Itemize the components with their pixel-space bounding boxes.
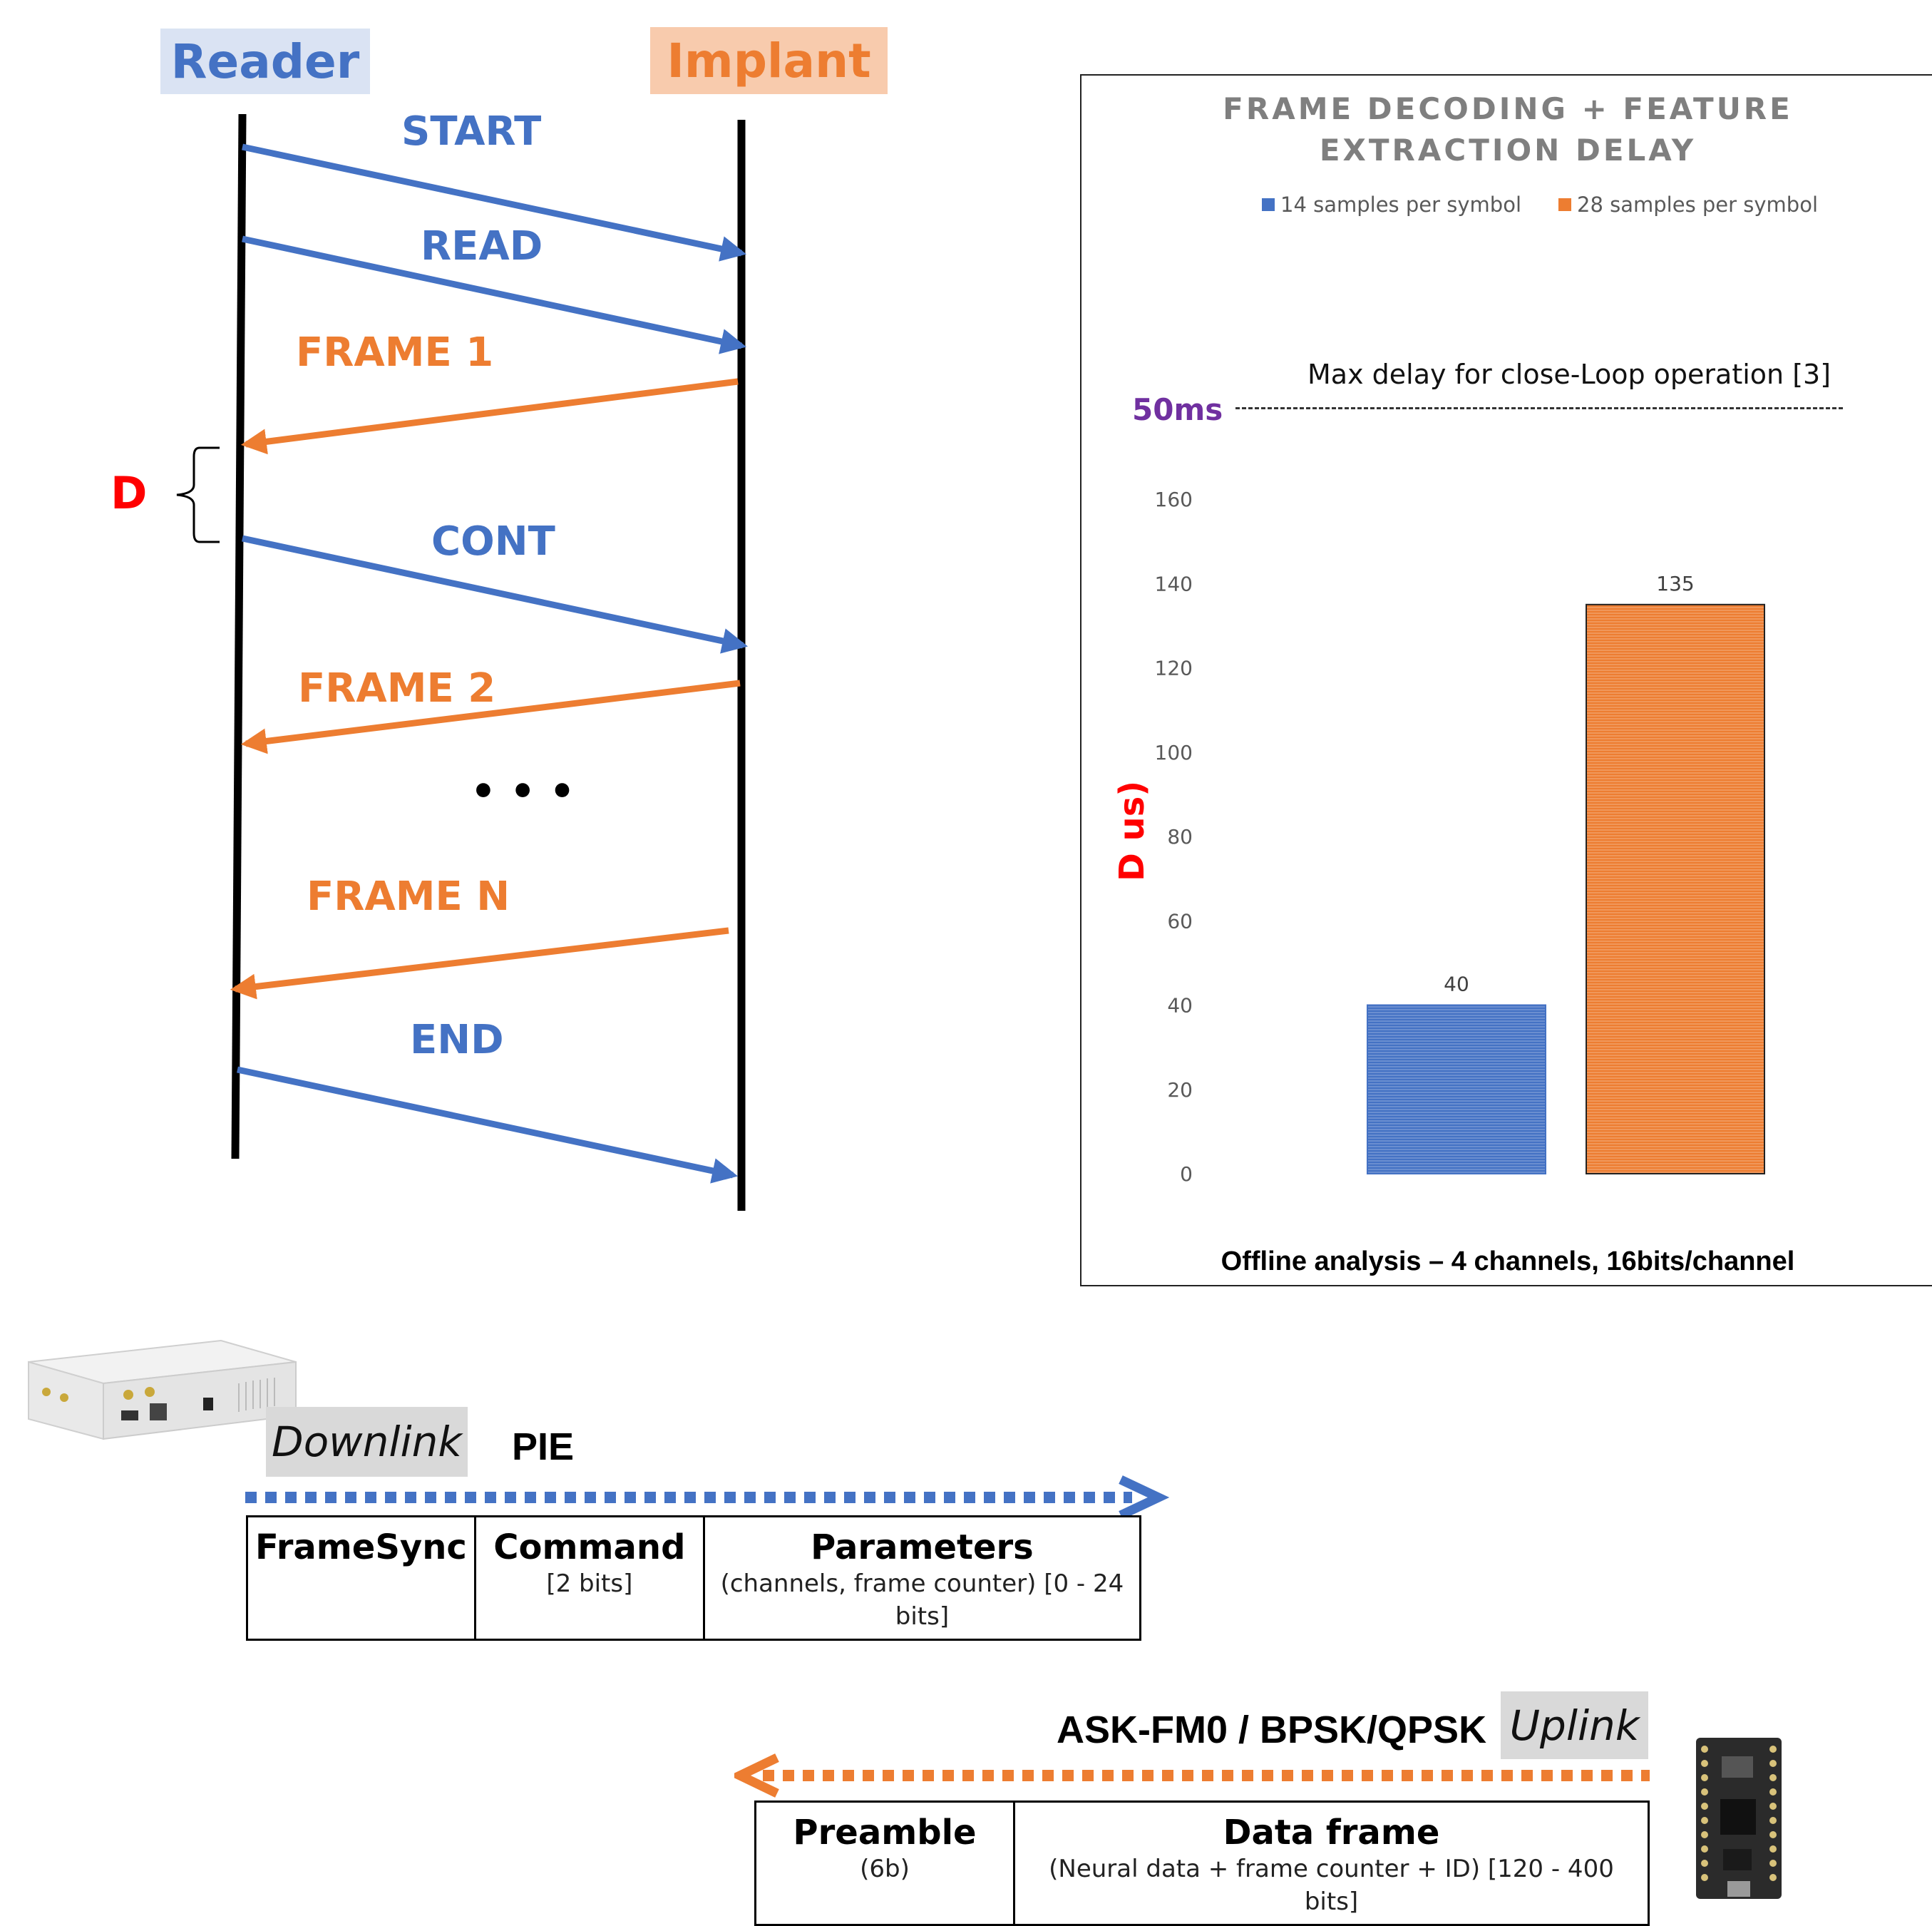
frame1-arrow (240, 378, 739, 455)
legend-swatch-14 (1262, 198, 1275, 211)
field-data-frame-name: Data frame (1223, 1813, 1440, 1853)
y-tick-label: 40 (1167, 994, 1193, 1018)
msg-frame1: FRAME 1 (296, 329, 494, 376)
msg-read: READ (421, 223, 543, 270)
uplink-modulation: ASK-FM0 / BPSK/QPSK (1057, 1709, 1487, 1751)
field-parameters-detail: (channels, frame counter) [0 - 24 bits] (720, 1569, 1124, 1631)
y-tick-label: 80 (1167, 825, 1193, 849)
reader-lifeline (231, 113, 247, 1159)
msg-framen: FRAME N (307, 874, 510, 920)
y-tick-label: 160 (1155, 488, 1193, 511)
implant-label: Implant (650, 27, 888, 94)
field-command-detail: [2 bits] (546, 1569, 633, 1598)
y-tick-label: 0 (1180, 1162, 1193, 1186)
delay-label: D (111, 467, 148, 519)
bar-chart-plot: 0 20 40 60 80 100 120 140 160 40 135 (1155, 488, 1765, 1186)
chart-frame (1080, 74, 1932, 1286)
end-arrow (237, 1066, 739, 1184)
y-tick-label: 120 (1155, 657, 1193, 680)
uplink-arrow (734, 1753, 1650, 1798)
field-parameters-name: Parameters (811, 1527, 1034, 1567)
chart-title-line1: FRAME DECODING + FEATURE (1223, 91, 1793, 126)
downlink-modulation: PIE (512, 1425, 575, 1468)
usrp-device-icon (28, 1339, 297, 1440)
implant-board-image (1693, 1735, 1784, 1899)
chart-footer: Offline analysis – 4 channels, 16bits/ch… (1221, 1246, 1795, 1276)
bar-14-samples (1367, 1004, 1546, 1174)
chart-title-line2: EXTRACTION DELAY (1319, 133, 1697, 168)
bar-28-samples (1586, 603, 1765, 1174)
chart-title: FRAME DECODING + FEATURE EXTRACTION DELA… (1080, 88, 1932, 171)
field-preamble: Preamble (6b) (754, 1800, 1015, 1926)
downlink-frame-table: FrameSync Command [2 bits] Parameters (c… (246, 1515, 1142, 1641)
downlink-tag: Downlink (266, 1407, 468, 1477)
legend-label-14: 14 samples per symbol (1280, 193, 1522, 217)
threshold-line (1235, 407, 1843, 409)
usrp-device-image (25, 1312, 299, 1440)
reader-label-text: Reader (170, 34, 360, 89)
y-tick-label: 140 (1155, 572, 1193, 595)
field-parameters: Parameters (channels, frame counter) [0 … (702, 1515, 1142, 1641)
reader-label: Reader (160, 29, 370, 94)
field-framesync: FrameSync (246, 1515, 476, 1641)
threshold-value: 50ms (1132, 392, 1223, 427)
start-arrow (242, 143, 747, 262)
implant-label-text: Implant (667, 33, 871, 88)
field-command: Command [2 bits] (473, 1515, 705, 1641)
legend-label-28: 28 samples per symbol (1577, 193, 1819, 217)
sequence-diagram (176, 113, 749, 1211)
y-tick-label: 60 (1167, 909, 1193, 933)
y-tick-label: 20 (1167, 1078, 1193, 1102)
fpga-board-icon (1696, 1738, 1782, 1899)
field-data-frame: Data frame (Neural data + frame counter … (1013, 1800, 1650, 1926)
bar-data-label: 40 (1444, 973, 1469, 996)
read-arrow (242, 235, 747, 354)
field-data-frame-detail: (Neural data + frame counter + ID) [120 … (1049, 1855, 1614, 1916)
field-preamble-detail: (6b) (860, 1855, 910, 1883)
cont-arrow (242, 535, 749, 654)
msg-start: START (401, 108, 542, 155)
uplink-frame-table: Preamble (6b) Data frame (Neural data + … (754, 1800, 1650, 1926)
msg-end: END (410, 1017, 504, 1063)
uplink-tag: Uplink (1501, 1691, 1648, 1759)
bar-data-label: 135 (1656, 572, 1694, 595)
field-command-name: Command (493, 1527, 686, 1567)
chart-legend: 14 samples per symbol 28 samples per sym… (1262, 193, 1818, 217)
threshold-label: Max delay for close-Loop operation [3] (1307, 359, 1831, 390)
y-tick-label: 100 (1155, 741, 1193, 764)
downlink-arrow (245, 1475, 1170, 1520)
framen-arrow (230, 927, 729, 1000)
msg-frame2: FRAME 2 (298, 665, 496, 712)
delay-brace (176, 446, 220, 543)
frame2-arrow (240, 680, 741, 754)
ellipsis: • • • (471, 769, 575, 815)
field-preamble-name: Preamble (793, 1813, 977, 1853)
msg-cont: CONT (431, 518, 555, 565)
legend-swatch-28 (1558, 198, 1572, 211)
field-framesync-name: FrameSync (255, 1527, 467, 1567)
